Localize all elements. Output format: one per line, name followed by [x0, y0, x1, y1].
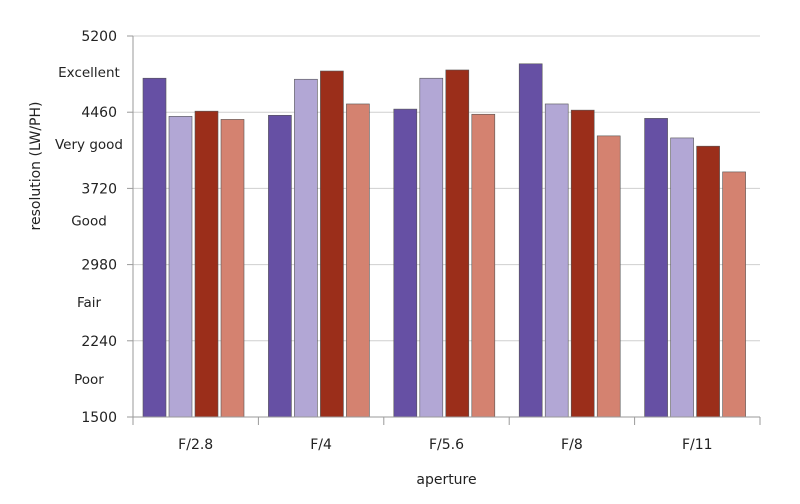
band-label: Fair	[77, 295, 102, 311]
bar	[346, 103, 370, 418]
x-tick-label: F/5.6	[429, 437, 464, 453]
bar	[168, 116, 193, 418]
bar	[445, 69, 470, 418]
bar	[220, 119, 245, 418]
bars	[142, 63, 746, 418]
y-tick-label: 1500	[81, 410, 117, 426]
y-axis-title: resolution (LW/PH)	[28, 102, 44, 231]
bar	[722, 171, 746, 418]
y-tick-label: 4460	[81, 105, 117, 121]
y-tick-label: 3720	[81, 181, 117, 197]
axes	[127, 35, 761, 425]
bar	[670, 137, 694, 418]
quality-band-labels: Poor Fair Good Very good Excellent	[55, 65, 123, 388]
bar	[544, 103, 569, 418]
bar	[596, 135, 621, 418]
bar	[570, 109, 595, 418]
y-tick-labels: 1500 2240 2980 3720 4460 5200	[81, 29, 117, 426]
band-label: Excellent	[58, 65, 120, 81]
x-tick-label: F/11	[682, 437, 713, 453]
band-label: Good	[71, 213, 107, 229]
band-label: Very good	[55, 137, 123, 153]
bar	[644, 118, 668, 418]
x-tick-label: F/8	[561, 437, 583, 453]
bar	[142, 77, 167, 418]
y-tick-label: 5200	[81, 29, 117, 45]
x-axis-title: aperture	[416, 472, 476, 488]
bar	[194, 110, 219, 418]
bar	[294, 78, 318, 418]
x-tick-label: F/4	[310, 437, 332, 453]
bar	[393, 108, 418, 418]
bar	[696, 145, 720, 418]
x-tick-label: F/2.8	[178, 437, 213, 453]
band-label: Poor	[74, 372, 104, 388]
bar	[268, 114, 292, 418]
x-tick-labels: F/2.8 F/4 F/5.6 F/8 F/11	[178, 437, 712, 453]
bar	[471, 113, 496, 418]
bar	[320, 70, 344, 418]
y-tick-label: 2980	[81, 258, 117, 274]
y-tick-label: 2240	[81, 334, 117, 350]
bar	[419, 77, 444, 418]
bar	[518, 63, 543, 418]
